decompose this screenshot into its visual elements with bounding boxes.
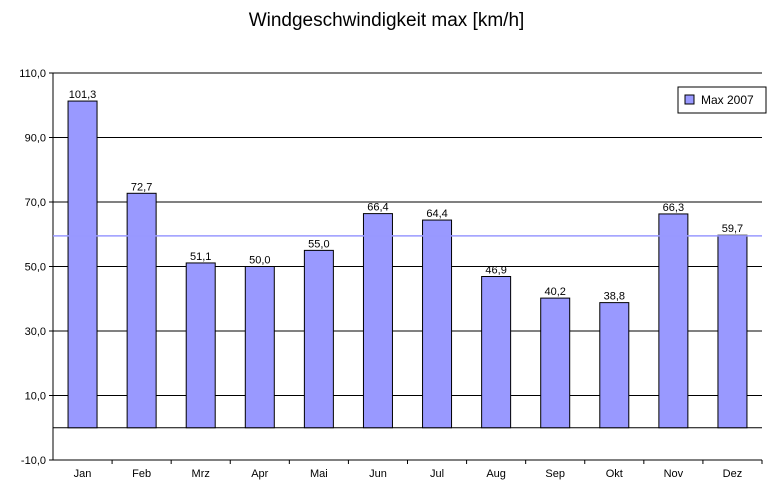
bar-aug (481, 275, 512, 429)
y-tick-label: 10,0 (25, 391, 46, 403)
y-tick-label: -10,0 (21, 455, 46, 467)
y-tick-label: 30,0 (25, 326, 46, 338)
bar-feb (126, 192, 157, 429)
y-tick-label: 90,0 (25, 133, 46, 145)
x-tick-label: Mrz (192, 468, 210, 480)
bar-okt (599, 302, 630, 429)
y-tick-label: 110,0 (19, 68, 46, 80)
x-tick-label: Jan (74, 468, 92, 480)
x-tick-label: Sep (545, 468, 565, 480)
bar-jan (67, 100, 98, 429)
y-tick-label: 50,0 (25, 262, 46, 274)
data-label: 64,4 (426, 208, 447, 220)
legend-label: Max 2007 (701, 93, 754, 107)
data-label: 40,2 (544, 286, 565, 298)
data-label: 59,7 (722, 223, 743, 235)
data-label: 55,0 (308, 238, 329, 250)
x-tick-label: Aug (486, 468, 506, 480)
x-tick-label: Okt (606, 468, 623, 480)
data-label: 101,3 (69, 89, 97, 101)
bar-dez (717, 234, 748, 429)
data-label: 46,9 (485, 264, 506, 276)
x-tick-label: Apr (251, 468, 268, 480)
bar-jun (362, 213, 393, 429)
x-tick-label: Jul (430, 468, 444, 480)
bar-apr (244, 266, 275, 429)
bar-jul (422, 219, 453, 429)
data-label: 66,4 (367, 202, 388, 214)
x-tick-label: Dez (723, 468, 743, 480)
x-tick-label: Mai (310, 468, 328, 480)
data-label: 66,3 (663, 202, 684, 214)
bar-mai (303, 249, 334, 429)
bar-sep (540, 297, 571, 429)
data-label: 72,7 (131, 181, 152, 193)
legend-swatch (684, 94, 695, 105)
data-label: 51,1 (190, 251, 211, 263)
x-tick-label: Feb (132, 468, 151, 480)
chart-title: Windgeschwindigkeit max [km/h] (248, 10, 525, 31)
data-label: 50,0 (249, 255, 270, 267)
bar-nov (658, 213, 689, 429)
data-label: 38,8 (604, 291, 625, 303)
x-tick-label: Nov (664, 468, 684, 480)
y-tick-label: 70,0 (25, 197, 46, 209)
bar-mrz (185, 262, 216, 429)
x-tick-label: Jun (369, 468, 387, 480)
